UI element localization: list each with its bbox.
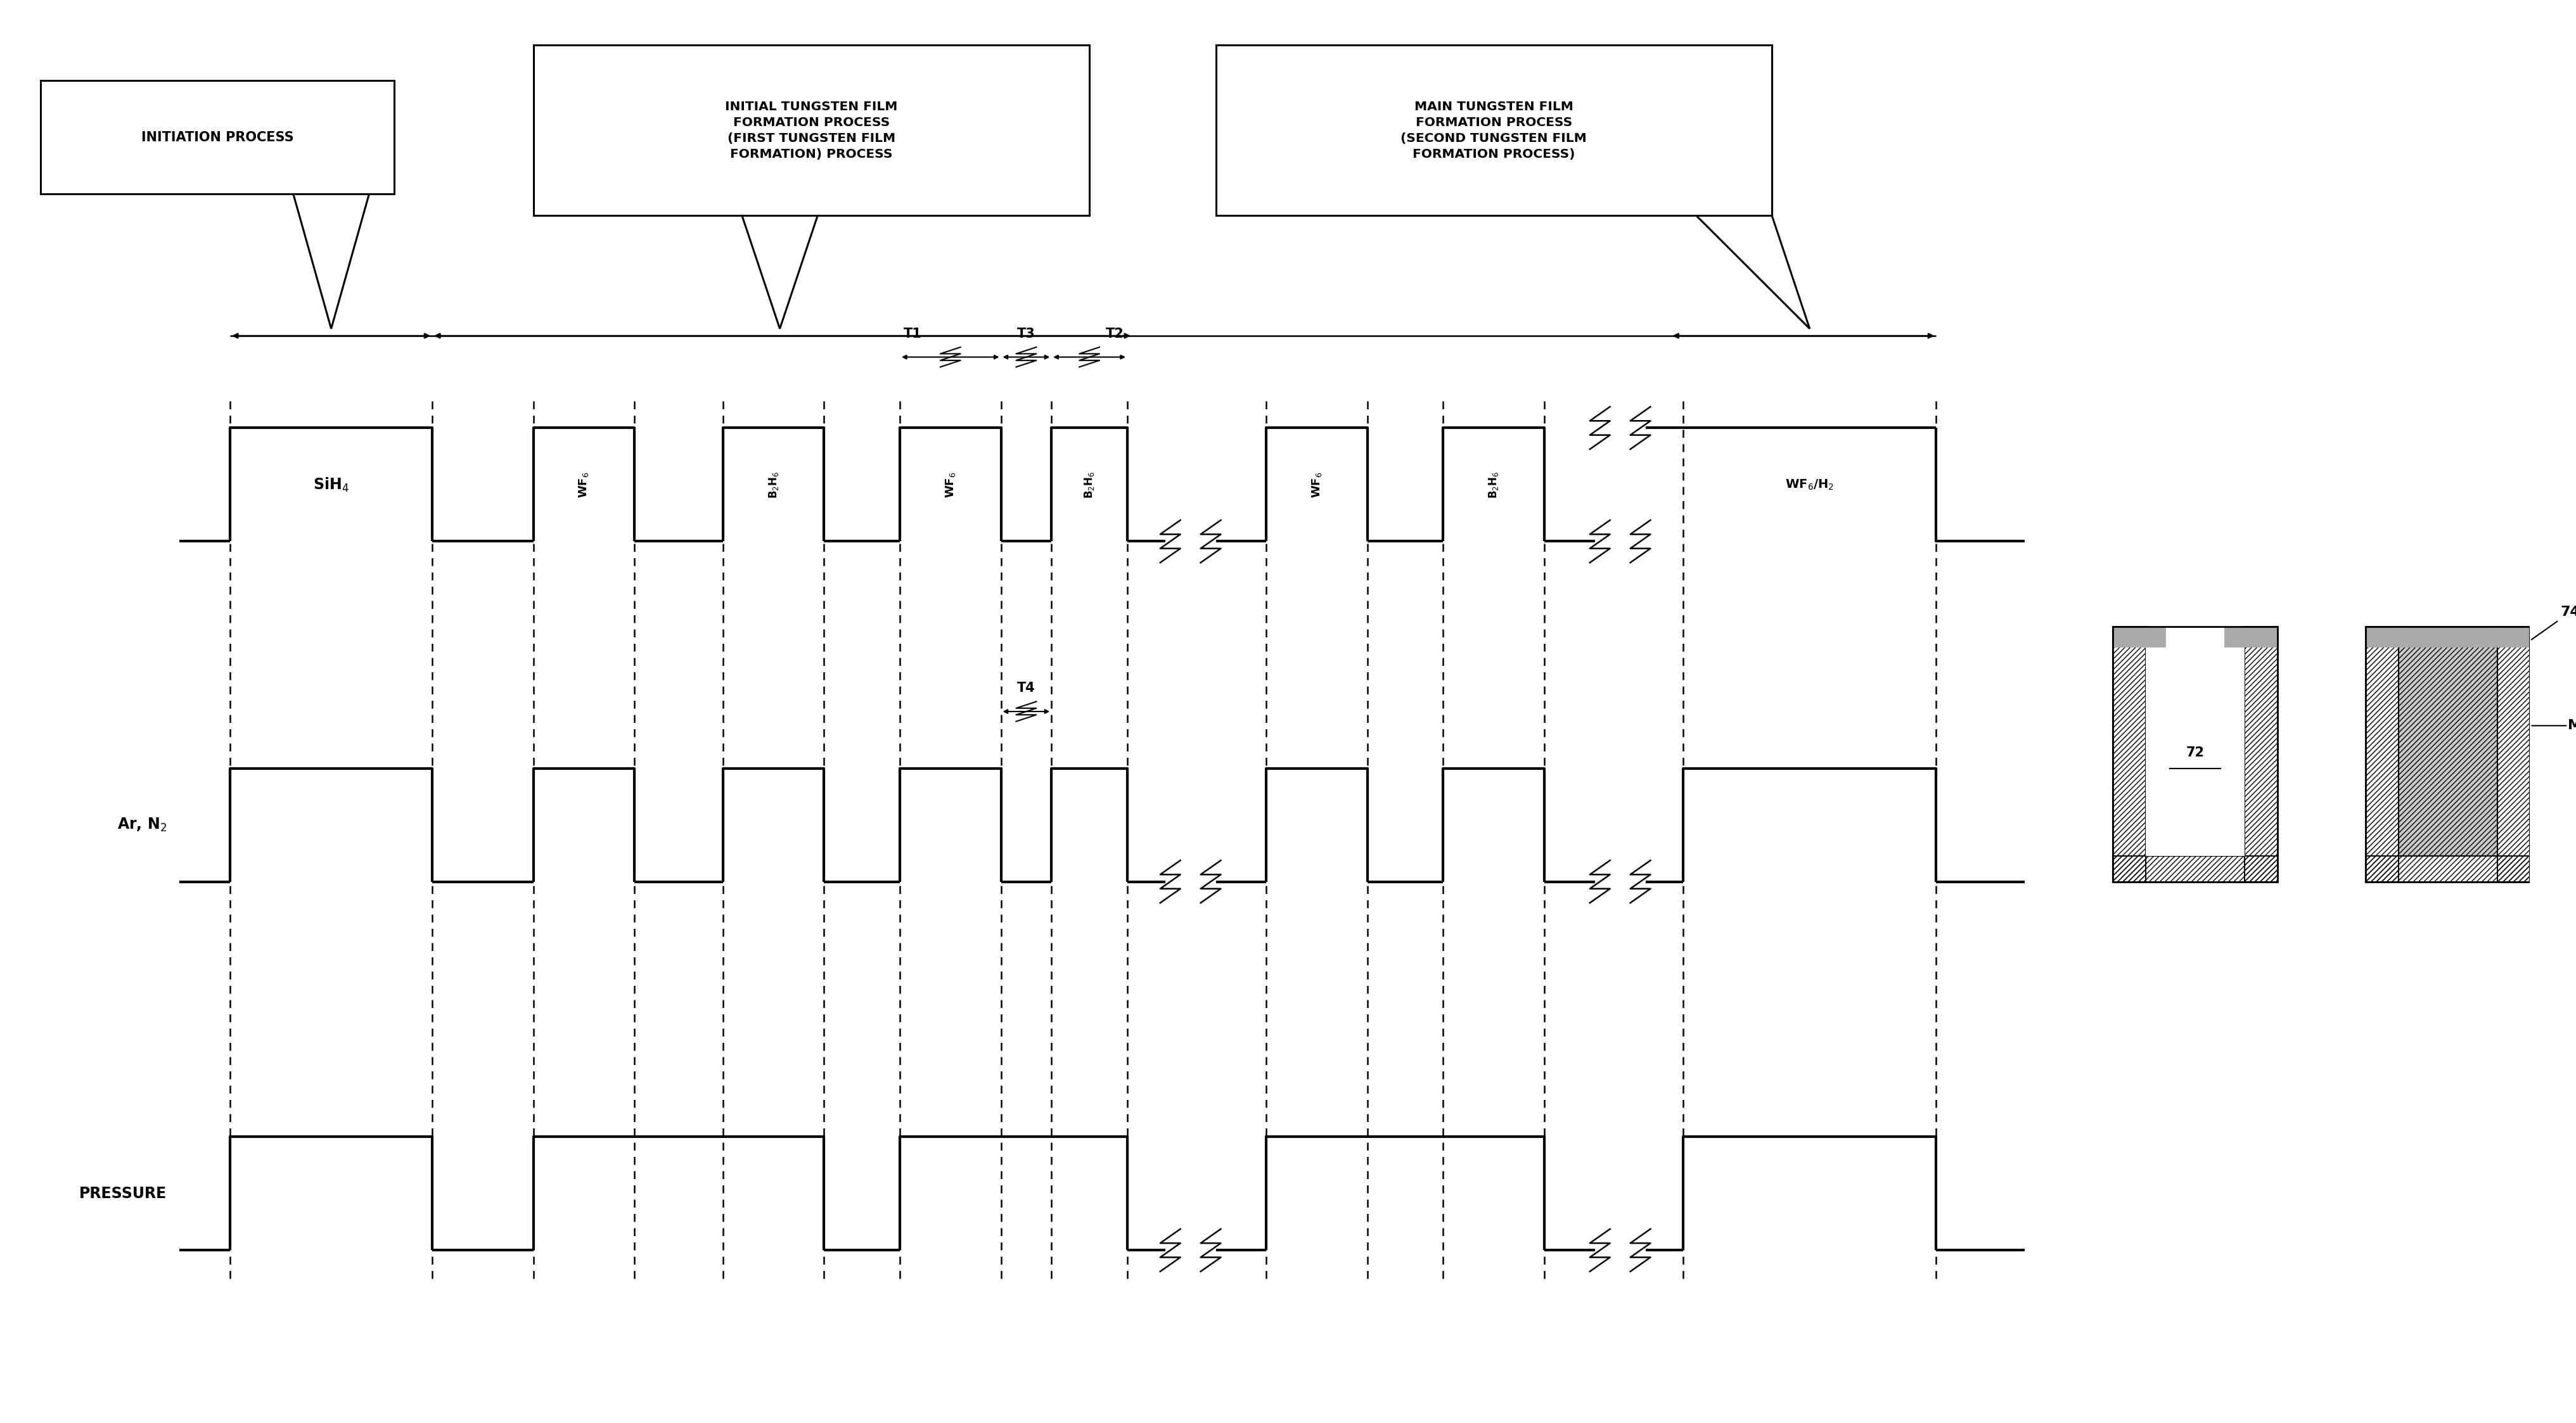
Bar [2365, 626, 2398, 882]
Text: PRESSURE: PRESSURE [80, 1185, 167, 1201]
Bar [2146, 626, 2244, 857]
Text: T4: T4 [1018, 682, 1036, 694]
Bar [2112, 626, 2166, 647]
Text: INITIAL TUNGSTEN FILM
FORMATION PROCESS
(FIRST TUNGSTEN FILM
FORMATION) PROCESS: INITIAL TUNGSTEN FILM FORMATION PROCESS … [724, 101, 896, 159]
Text: B$_2$H$_6$: B$_2$H$_6$ [1486, 471, 1499, 498]
Bar [2112, 626, 2277, 882]
Polygon shape [294, 194, 368, 329]
Bar [2365, 857, 2530, 882]
Bar [2496, 626, 2530, 882]
Text: WF$_6$: WF$_6$ [1311, 471, 1324, 498]
Bar [2244, 626, 2277, 882]
Bar [2112, 857, 2277, 882]
Text: B$_2$H$_6$: B$_2$H$_6$ [1082, 471, 1095, 498]
Bar [2476, 626, 2530, 647]
Text: WF$_6$: WF$_6$ [577, 471, 590, 498]
Text: WF$_6$/H$_2$: WF$_6$/H$_2$ [1785, 478, 1834, 491]
Bar [2112, 857, 2277, 882]
Text: Ar, N$_2$: Ar, N$_2$ [118, 817, 167, 834]
Text: T3: T3 [1018, 327, 1036, 340]
Bar [2365, 626, 2530, 882]
Bar [2365, 626, 2530, 882]
Bar [2365, 626, 2398, 882]
Text: T2: T2 [1105, 327, 1123, 340]
FancyBboxPatch shape [1216, 46, 1772, 215]
Bar [2112, 626, 2146, 882]
Text: 72: 72 [2184, 747, 2205, 758]
Bar [2112, 626, 2277, 882]
Text: M: M [2568, 720, 2576, 731]
Bar [2244, 626, 2277, 882]
Bar [2365, 626, 2419, 647]
Bar [2398, 626, 2496, 857]
Bar [2398, 626, 2496, 647]
Text: T1: T1 [904, 327, 922, 340]
Bar [2223, 626, 2277, 647]
Bar [2112, 626, 2146, 882]
Bar [2496, 626, 2530, 882]
Polygon shape [1695, 215, 1808, 329]
Text: MAIN TUNGSTEN FILM
FORMATION PROCESS
(SECOND TUNGSTEN FILM
FORMATION PROCESS): MAIN TUNGSTEN FILM FORMATION PROCESS (SE… [1401, 101, 1587, 159]
Text: WF$_6$: WF$_6$ [943, 471, 956, 498]
FancyBboxPatch shape [533, 46, 1090, 215]
Text: B$_2$H$_6$: B$_2$H$_6$ [768, 471, 781, 498]
Bar [2365, 857, 2530, 882]
Polygon shape [742, 215, 817, 329]
Text: SiH$_4$: SiH$_4$ [314, 477, 350, 494]
FancyBboxPatch shape [41, 81, 394, 194]
Text: INITIATION PROCESS: INITIATION PROCESS [142, 131, 294, 144]
Text: 74: 74 [2530, 606, 2576, 639]
